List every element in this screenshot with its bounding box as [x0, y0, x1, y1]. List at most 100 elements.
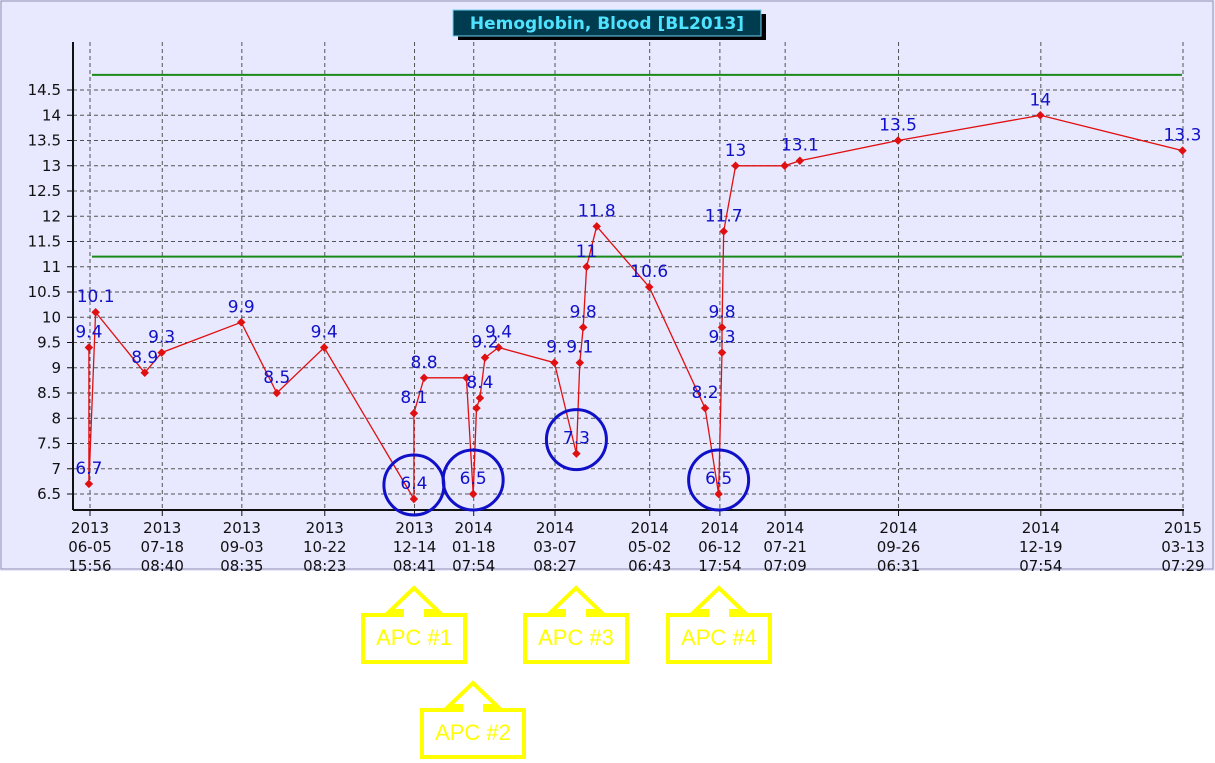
reference-lines — [92, 73, 1182, 258]
data-label: 13 — [725, 141, 747, 161]
x-tick-label: 07:09 — [764, 557, 807, 571]
x-tick-label: 2013 — [71, 519, 109, 537]
data-label: 6.7 — [75, 459, 102, 479]
x-tick-label: 12-19 — [1019, 538, 1063, 556]
y-tick-label: 7 — [51, 460, 61, 478]
title-background — [452, 9, 762, 37]
x-tick-label: 06-05 — [68, 538, 112, 556]
data-point — [572, 449, 581, 458]
x-tick-label: 06:31 — [877, 557, 920, 571]
data-label: 13.5 — [879, 116, 917, 136]
x-tick-label: 10-22 — [303, 538, 347, 556]
data-label: 9.2 — [471, 333, 498, 353]
data-point — [717, 323, 727, 332]
callout-arrow-box — [666, 585, 772, 664]
x-tick-label: 07:54 — [452, 557, 495, 571]
x-tick-label: 17:54 — [698, 557, 741, 571]
y-tick-label: 12.5 — [28, 182, 61, 200]
data-point — [140, 368, 149, 378]
data-label: 8.8 — [411, 353, 438, 373]
data-label: 13.3 — [1164, 126, 1202, 146]
x-tick-label: 2014 — [701, 519, 739, 537]
highlight-circle — [687, 448, 751, 512]
callout-label: APC #2 — [435, 720, 511, 745]
data-label: 9.9 — [228, 297, 255, 317]
y-tick-label: 10.5 — [28, 283, 61, 301]
data-label: 11.7 — [705, 206, 743, 226]
y-tick-label: 14.5 — [28, 81, 61, 99]
data-point — [575, 358, 585, 367]
callout-label: APC #3 — [538, 625, 614, 650]
data-point — [409, 494, 419, 504]
data-label: 9.3 — [708, 328, 735, 348]
data-point — [409, 408, 419, 418]
x-tick-label: 15:56 — [68, 557, 111, 571]
callout-marker: APC #3 — [523, 585, 629, 664]
data-point — [84, 479, 94, 489]
chart-border — [0, 0, 1214, 570]
data-label: 8.9 — [131, 348, 158, 368]
data-label: 13.1 — [781, 136, 819, 156]
data-label: 6.5 — [705, 469, 732, 489]
x-tick-label: 2015 — [1164, 519, 1202, 537]
x-tick-label: 01-18 — [452, 538, 496, 556]
x-tick-label: 08:41 — [393, 557, 436, 571]
data-point — [475, 393, 485, 403]
chart-title-box: Hemoglobin, Blood [BL2013] — [452, 9, 766, 40]
hemoglobin-chart: Hemoglobin, Blood [BL2013] 6.577.588.599… — [0, 0, 1215, 571]
data-label: 10.1 — [77, 287, 115, 307]
x-tick-label: 08:40 — [141, 557, 184, 571]
data-point — [582, 262, 591, 271]
data-point — [462, 373, 471, 383]
data-point — [714, 489, 723, 499]
x-tick-label: 06-12 — [698, 538, 742, 556]
data-point — [236, 318, 246, 327]
x-tick-label: 09-03 — [220, 538, 264, 556]
data-label: 11.8 — [578, 201, 616, 221]
data-label: 14 — [1029, 90, 1051, 110]
data-label: 11 — [576, 242, 598, 262]
data-point — [319, 343, 329, 352]
x-tick-label: 05-02 — [628, 538, 672, 556]
data-point — [717, 348, 727, 357]
callout-arrow-box — [361, 585, 467, 664]
data-label: 9. — [546, 338, 562, 358]
y-tick-label: 14 — [42, 106, 61, 124]
x-tick-label: 08:35 — [220, 557, 263, 571]
x-tick-label: 07:54 — [1019, 557, 1062, 571]
data-label: 10.6 — [630, 262, 668, 282]
callout-label: APC #1 — [376, 625, 452, 650]
x-tick-label: 12-14 — [393, 538, 437, 556]
callout-marker: APC #4 — [666, 585, 772, 664]
data-point — [468, 489, 478, 499]
data-label: 9.3 — [148, 328, 175, 348]
x-tick-label: 06:43 — [628, 557, 671, 571]
x-tick-label: 2014 — [879, 519, 917, 537]
y-tick-label: 13 — [42, 157, 61, 175]
x-tick-label: 08:27 — [533, 557, 576, 571]
x-tick-label: 2014 — [1022, 519, 1060, 537]
callout-marker: APC #2 — [420, 680, 526, 759]
y-tick-label: 8 — [51, 409, 61, 427]
data-point — [91, 307, 100, 317]
x-tick-label: 2014 — [536, 519, 574, 537]
data-label: 9.8 — [708, 302, 735, 322]
highlight-circle — [544, 408, 608, 472]
chart-background — [0, 0, 1215, 571]
circle-layer — [382, 408, 751, 517]
data-point — [494, 343, 503, 352]
callout-arrow-box — [523, 585, 629, 664]
data-point — [550, 358, 559, 367]
x-tick-label: 2013 — [223, 519, 261, 537]
data-point — [157, 348, 166, 357]
data-label: 8.5 — [263, 368, 290, 388]
y-tick-label: 11.5 — [28, 233, 61, 251]
y-tick-label: 12 — [42, 207, 61, 225]
y-tick-label: 9.5 — [37, 334, 61, 352]
x-tick-label: 2014 — [455, 519, 493, 537]
chart-panel: Hemoglobin, Blood [BL2013] 6.5 7 7.5 8 8.5 9 9… — [0, 0, 1215, 571]
x-tick-label: 03-13 — [1161, 538, 1205, 556]
data-point — [578, 323, 588, 332]
callout-marker: APC #1 — [361, 585, 467, 664]
data-label: 9.4 — [311, 323, 338, 343]
